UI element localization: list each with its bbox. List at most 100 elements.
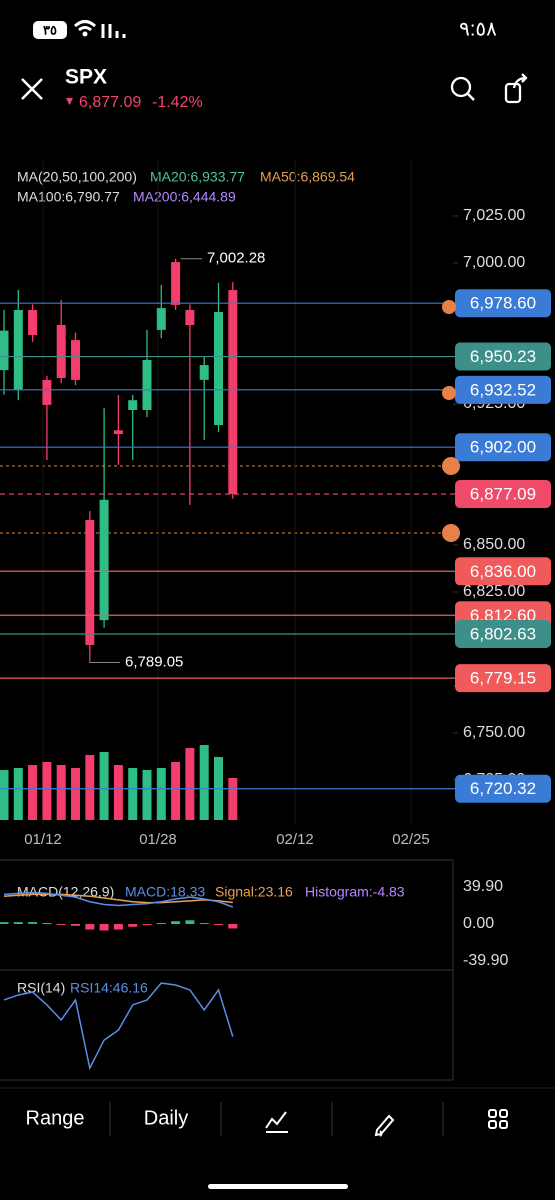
indicator-button[interactable] [265, 1111, 288, 1133]
clock: ٩:٥٨ [459, 18, 497, 40]
candle-body [113, 430, 123, 435]
grid-icon [488, 1109, 497, 1118]
grid-icon [488, 1120, 497, 1129]
draw-button[interactable] [374, 1114, 395, 1137]
macd-histogram-bar [28, 922, 38, 924]
macd-histogram-bar [0, 922, 9, 924]
volume-bar [113, 765, 123, 820]
price-badges: 6,978.60 6,950.23 6,932.52 6,902.00 6,877.09… [455, 289, 551, 803]
macd-histogram-bar [156, 923, 166, 925]
macd-line [3, 891, 234, 908]
range-button[interactable]: Range [26, 1107, 85, 1129]
alert-bell[interactable] [442, 524, 460, 542]
candle-body [199, 365, 209, 380]
price-badge-label: 6,779.15 [470, 669, 536, 688]
macd-histogram-bar [171, 921, 181, 924]
volume-bar [13, 768, 23, 820]
volume-bar [199, 745, 209, 820]
interval-button[interactable]: Daily [144, 1107, 188, 1129]
wifi-icon [73, 20, 97, 32]
alert-bell[interactable] [442, 386, 456, 400]
macd-histogram-bar [228, 923, 238, 929]
x-tick-label: 01/28 [139, 831, 177, 848]
price-badge-label: 6,720.32 [470, 779, 536, 798]
volume-bar [156, 768, 166, 820]
price-badge [455, 557, 551, 586]
volume-bar [56, 765, 66, 820]
layout-button[interactable] [488, 1109, 508, 1129]
rsi-line [3, 982, 234, 1071]
macd-histogram-bar [142, 923, 152, 925]
price-badge [455, 480, 551, 509]
macd-histogram-bar [185, 920, 195, 924]
candle-body [228, 290, 238, 495]
search-button[interactable] [450, 76, 475, 101]
macd-tick-label: -39.90 [463, 952, 508, 969]
volume-bar [171, 762, 181, 820]
candle-body [128, 400, 138, 410]
grid-icon [499, 1120, 508, 1129]
y-tick-label: 6,750.00 [463, 724, 525, 741]
y-tick-label: 7,000.00 [463, 254, 525, 271]
battery-icon [33, 21, 67, 39]
ma50: MA50:6,869.54 [260, 169, 355, 185]
price-badge-label: 6,836.00 [470, 562, 536, 581]
volume-bar [0, 770, 9, 820]
volume-bar [28, 765, 38, 820]
symbol: SPX [65, 66, 107, 89]
volume-bar [85, 755, 95, 820]
y-tick-label: 6,825.00 [463, 583, 525, 600]
candle-body [0, 330, 9, 371]
price-badge [455, 375, 551, 404]
volume-bar [71, 768, 80, 820]
search-handle [467, 93, 475, 101]
price-badge [455, 664, 551, 693]
price-badge-label: 6,978.60 [470, 294, 536, 313]
macd-histogram-bar [85, 923, 95, 930]
low-label: 6,789.05 [125, 654, 183, 671]
macd-value: MACD:18.33 [125, 884, 205, 900]
toolbar-dividers [109, 1102, 444, 1136]
volume-bar [142, 770, 152, 820]
candle-body [56, 325, 66, 379]
candle-body [13, 309, 23, 391]
candle-body [42, 379, 52, 405]
grid-icon [499, 1109, 508, 1118]
macd-histogram-bar [128, 923, 138, 927]
x-tick-label: 02/12 [276, 831, 314, 848]
price-chart: 01/1201/2802/1202/257,025.007,000.006,92… [0, 160, 525, 848]
candle-body [156, 308, 166, 330]
share-arrow [512, 73, 528, 89]
price-badge-label: 6,877.09 [470, 485, 536, 504]
ma100: MA100:6,790.77 [17, 189, 120, 205]
signal-line [3, 893, 233, 904]
down-arrow [66, 98, 73, 105]
macd-histogram-bar [71, 923, 80, 926]
price-badge-label: 6,802.63 [470, 625, 536, 644]
price-badge-label: 6,812.60 [470, 606, 536, 625]
macd-histogram-bar [56, 923, 66, 925]
rsi-value: RSI14:46.16 [70, 980, 148, 996]
close-button[interactable] [21, 78, 43, 100]
alert-bell[interactable] [442, 300, 456, 314]
share-button[interactable] [504, 73, 528, 104]
x-tick-label: 01/12 [24, 831, 62, 848]
alert-bell[interactable] [442, 457, 460, 475]
signal-value: Signal:23.16 [215, 884, 293, 900]
price-badge [455, 774, 551, 803]
candle-body [142, 359, 152, 410]
home-indicator [208, 1184, 348, 1189]
price-badge [455, 620, 551, 649]
macd-histogram-bar [214, 923, 223, 925]
share-icon [504, 82, 522, 104]
price-badge-label: 6,932.52 [470, 380, 536, 399]
ma-legend: MA(20,50,100,200) [17, 169, 137, 185]
macd-histogram-bar [199, 923, 209, 925]
candle-body [71, 340, 80, 380]
macd-histogram-bar [99, 923, 109, 931]
candle-body [85, 519, 95, 645]
rsi-legend: RSI(14) [17, 980, 65, 996]
price-badge-label: 6,902.00 [470, 438, 536, 457]
price-badge [455, 342, 551, 371]
